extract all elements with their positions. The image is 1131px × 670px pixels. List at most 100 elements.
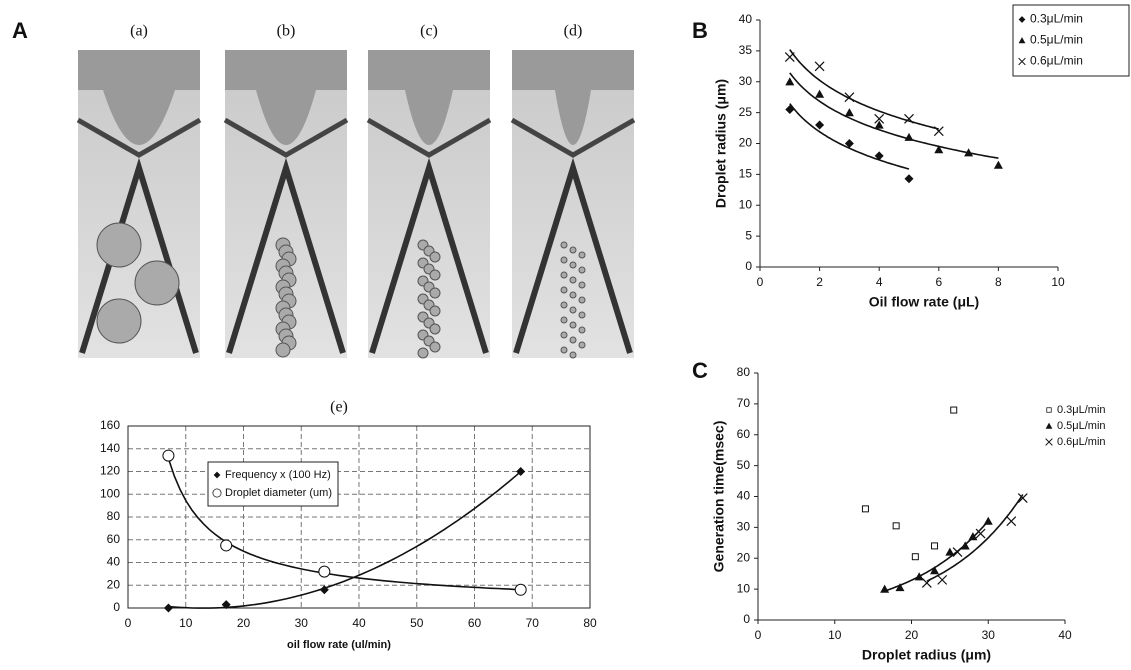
micrograph-label: (c) xyxy=(420,23,438,40)
x-tick-label: 20 xyxy=(905,628,919,642)
droplet xyxy=(569,351,577,359)
micrographs xyxy=(76,50,636,359)
point xyxy=(904,113,914,124)
x-tick-label: 10 xyxy=(828,628,842,642)
point xyxy=(975,528,986,539)
channel-wall xyxy=(366,117,492,158)
x-tick-label: 0 xyxy=(757,275,764,289)
point xyxy=(945,547,955,556)
plot-frame xyxy=(127,425,591,609)
x-tick-label: 10 xyxy=(179,616,193,630)
channel-wall xyxy=(226,157,346,354)
panel-label: B xyxy=(692,18,708,43)
panel-label: A xyxy=(12,18,28,43)
x-tick-label: 40 xyxy=(352,616,366,630)
y-tick-label: 15 xyxy=(739,167,753,181)
droplet xyxy=(429,269,441,281)
y-tick-label: 40 xyxy=(107,555,121,569)
legend-marker xyxy=(1046,407,1052,413)
x-axis-label: Droplet radius (μm) xyxy=(862,647,991,663)
x-tick-label: 6 xyxy=(935,275,942,289)
point xyxy=(318,565,331,578)
point xyxy=(162,449,175,462)
point xyxy=(785,77,795,86)
droplet xyxy=(569,321,577,329)
x-axis-label: Oil flow rate (μL) xyxy=(869,294,979,310)
legend-label: 0.5μL/min xyxy=(1030,33,1083,47)
droplet xyxy=(569,246,577,254)
point xyxy=(844,139,854,148)
x-tick-label: 20 xyxy=(237,616,251,630)
point xyxy=(1006,516,1017,527)
legend-label: Frequency x (100 Hz) xyxy=(225,469,331,481)
x-tick-label: 40 xyxy=(1058,628,1072,642)
nozzle xyxy=(368,50,490,145)
y-tick-label: 100 xyxy=(100,486,120,500)
droplet xyxy=(578,266,586,274)
nozzle xyxy=(512,50,634,145)
droplet xyxy=(96,298,142,344)
y-tick-label: 35 xyxy=(739,43,753,57)
y-tick-label: 5 xyxy=(745,228,752,242)
x-tick-label: 10 xyxy=(1051,275,1065,289)
y-tick-label: 60 xyxy=(107,532,121,546)
nozzle xyxy=(78,50,200,145)
droplet xyxy=(417,347,429,359)
x-tick-label: 60 xyxy=(468,616,482,630)
micrograph-label: (b) xyxy=(277,23,296,40)
y-tick-label: 10 xyxy=(737,581,751,595)
point xyxy=(874,151,884,161)
y-axis-label: Generation time(msec) xyxy=(711,421,727,573)
droplet xyxy=(578,251,586,259)
y-tick-label: 25 xyxy=(739,105,753,119)
x-tick-label: 2 xyxy=(816,275,823,289)
point xyxy=(516,467,526,476)
y-tick-label: 50 xyxy=(737,458,751,472)
droplet xyxy=(578,296,586,304)
point xyxy=(960,541,970,550)
droplet xyxy=(96,222,142,268)
droplet xyxy=(134,260,180,306)
y-tick-label: 0 xyxy=(745,259,752,273)
y-tick-label: 20 xyxy=(107,577,121,591)
point xyxy=(933,126,944,137)
point xyxy=(784,52,795,62)
point xyxy=(880,584,890,593)
x-tick-label: 4 xyxy=(876,275,883,289)
droplet xyxy=(560,301,568,309)
micrograph-label: (a) xyxy=(130,23,148,40)
droplet xyxy=(578,311,586,319)
x-tick-label: 0 xyxy=(755,628,762,642)
x-tick-label: 0 xyxy=(125,616,132,630)
x-tick-label: 80 xyxy=(583,616,597,630)
legend-marker xyxy=(1018,57,1026,66)
y-tick-label: 20 xyxy=(737,550,751,564)
point xyxy=(950,406,958,414)
x-tick-label: 70 xyxy=(526,616,540,630)
droplet xyxy=(569,306,577,314)
point xyxy=(815,89,825,98)
point xyxy=(814,61,825,72)
y-tick-label: 0 xyxy=(743,612,750,626)
y-tick-label: 40 xyxy=(737,489,751,503)
droplet xyxy=(569,261,577,269)
droplet xyxy=(569,336,577,344)
channel-wall xyxy=(76,117,202,158)
droplet xyxy=(560,316,568,324)
droplet xyxy=(429,287,441,299)
point xyxy=(785,105,795,115)
point xyxy=(221,600,231,610)
point xyxy=(968,532,978,541)
droplet xyxy=(560,286,568,294)
micrograph-label: (d) xyxy=(564,23,583,40)
point xyxy=(904,132,914,141)
droplet xyxy=(578,326,586,334)
droplet xyxy=(578,281,586,289)
droplet xyxy=(560,271,568,279)
point xyxy=(844,92,855,103)
droplet xyxy=(275,342,291,358)
point xyxy=(934,145,944,154)
legend-label: 0.3μL/min xyxy=(1030,12,1083,26)
point xyxy=(930,566,940,575)
